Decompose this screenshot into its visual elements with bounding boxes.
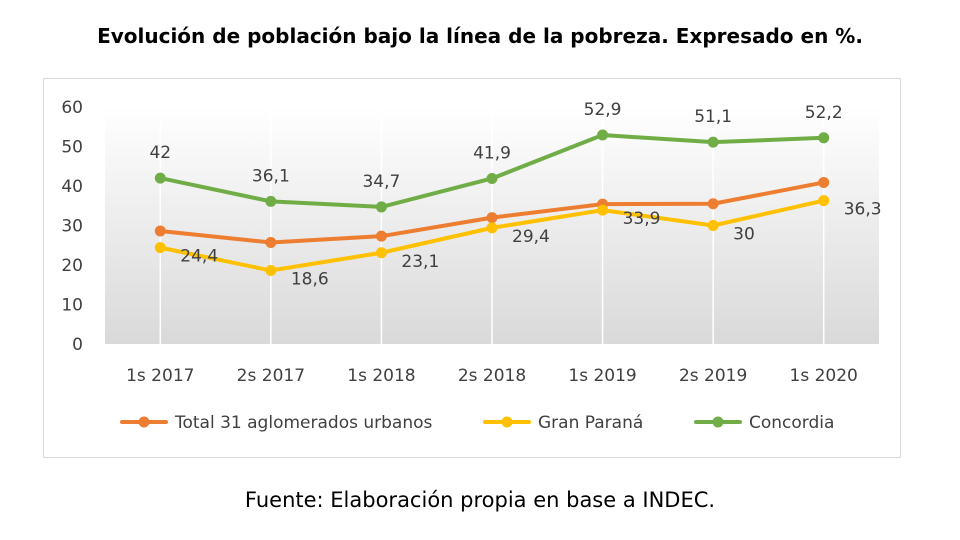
- legend-label: Total 31 aglomerados urbanos: [174, 413, 433, 433]
- x-tick-label: 1s 2017: [126, 366, 194, 386]
- x-tick-label: 2s 2018: [458, 366, 526, 386]
- data-point: [486, 212, 498, 224]
- data-label: 29,4: [512, 227, 550, 247]
- chart-title: Evolución de población bajo la línea de …: [97, 24, 863, 48]
- y-tick-label: 50: [61, 138, 83, 158]
- data-label: 52,9: [584, 100, 622, 120]
- data-point: [154, 242, 166, 254]
- data-point: [597, 204, 609, 216]
- legend-label: Gran Paraná: [538, 413, 643, 433]
- data-point: [375, 201, 387, 213]
- data-point: [375, 230, 387, 242]
- data-point: [486, 222, 498, 234]
- x-tick-label: 2s 2019: [679, 366, 747, 386]
- data-label: 41,9: [473, 143, 511, 163]
- data-label: 51,1: [694, 107, 732, 127]
- data-point: [707, 136, 719, 148]
- y-tick-label: 20: [61, 256, 83, 276]
- legend-swatch-marker: [501, 416, 513, 428]
- legend-label: Concordia: [749, 413, 834, 433]
- data-label: 33,9: [623, 209, 661, 229]
- data-point: [818, 132, 830, 144]
- data-point: [818, 195, 830, 207]
- x-tick-label: 1s 2020: [790, 366, 858, 386]
- source-note: Fuente: Elaboración propia en base a IND…: [244, 488, 716, 512]
- data-label: 42: [149, 143, 171, 163]
- data-point: [707, 198, 719, 210]
- legend-swatch-marker: [712, 416, 724, 428]
- line-chart: 0 10 20 30 40 50 60 1s 2017 2s 2017 1s 2018 2s 201…: [61, 98, 882, 433]
- data-point: [265, 236, 277, 248]
- data-point: [375, 247, 387, 259]
- y-tick-label: 30: [61, 217, 83, 237]
- data-point: [265, 195, 277, 207]
- data-point: [707, 220, 719, 231]
- y-tick-label: 40: [61, 177, 83, 197]
- data-point: [818, 176, 830, 188]
- data-point: [265, 265, 277, 277]
- y-tick-label: 60: [61, 98, 83, 118]
- data-label: 24,4: [180, 247, 218, 267]
- data-point: [154, 225, 166, 237]
- data-label: 23,1: [401, 252, 439, 272]
- data-label: 30: [733, 225, 755, 245]
- x-tick-label: 1s 2018: [347, 366, 415, 386]
- data-label: 36,1: [252, 166, 290, 186]
- data-point: [597, 129, 609, 141]
- data-point: [154, 172, 166, 184]
- y-tick-label: 0: [72, 335, 83, 355]
- data-label: 36,3: [844, 200, 882, 220]
- data-label: 18,6: [291, 270, 329, 290]
- x-tick-label: 1s 2019: [568, 366, 636, 386]
- y-tick-label: 10: [61, 296, 83, 316]
- data-label: 52,2: [805, 103, 843, 123]
- legend-swatch-marker: [138, 416, 150, 428]
- data-point: [486, 172, 498, 184]
- data-label: 34,7: [362, 172, 400, 192]
- chart-area: 0 10 20 30 40 50 60 1s 2017 2s 2017 1s 2018 2s 201…: [43, 78, 901, 458]
- x-tick-label: 2s 2017: [237, 366, 305, 386]
